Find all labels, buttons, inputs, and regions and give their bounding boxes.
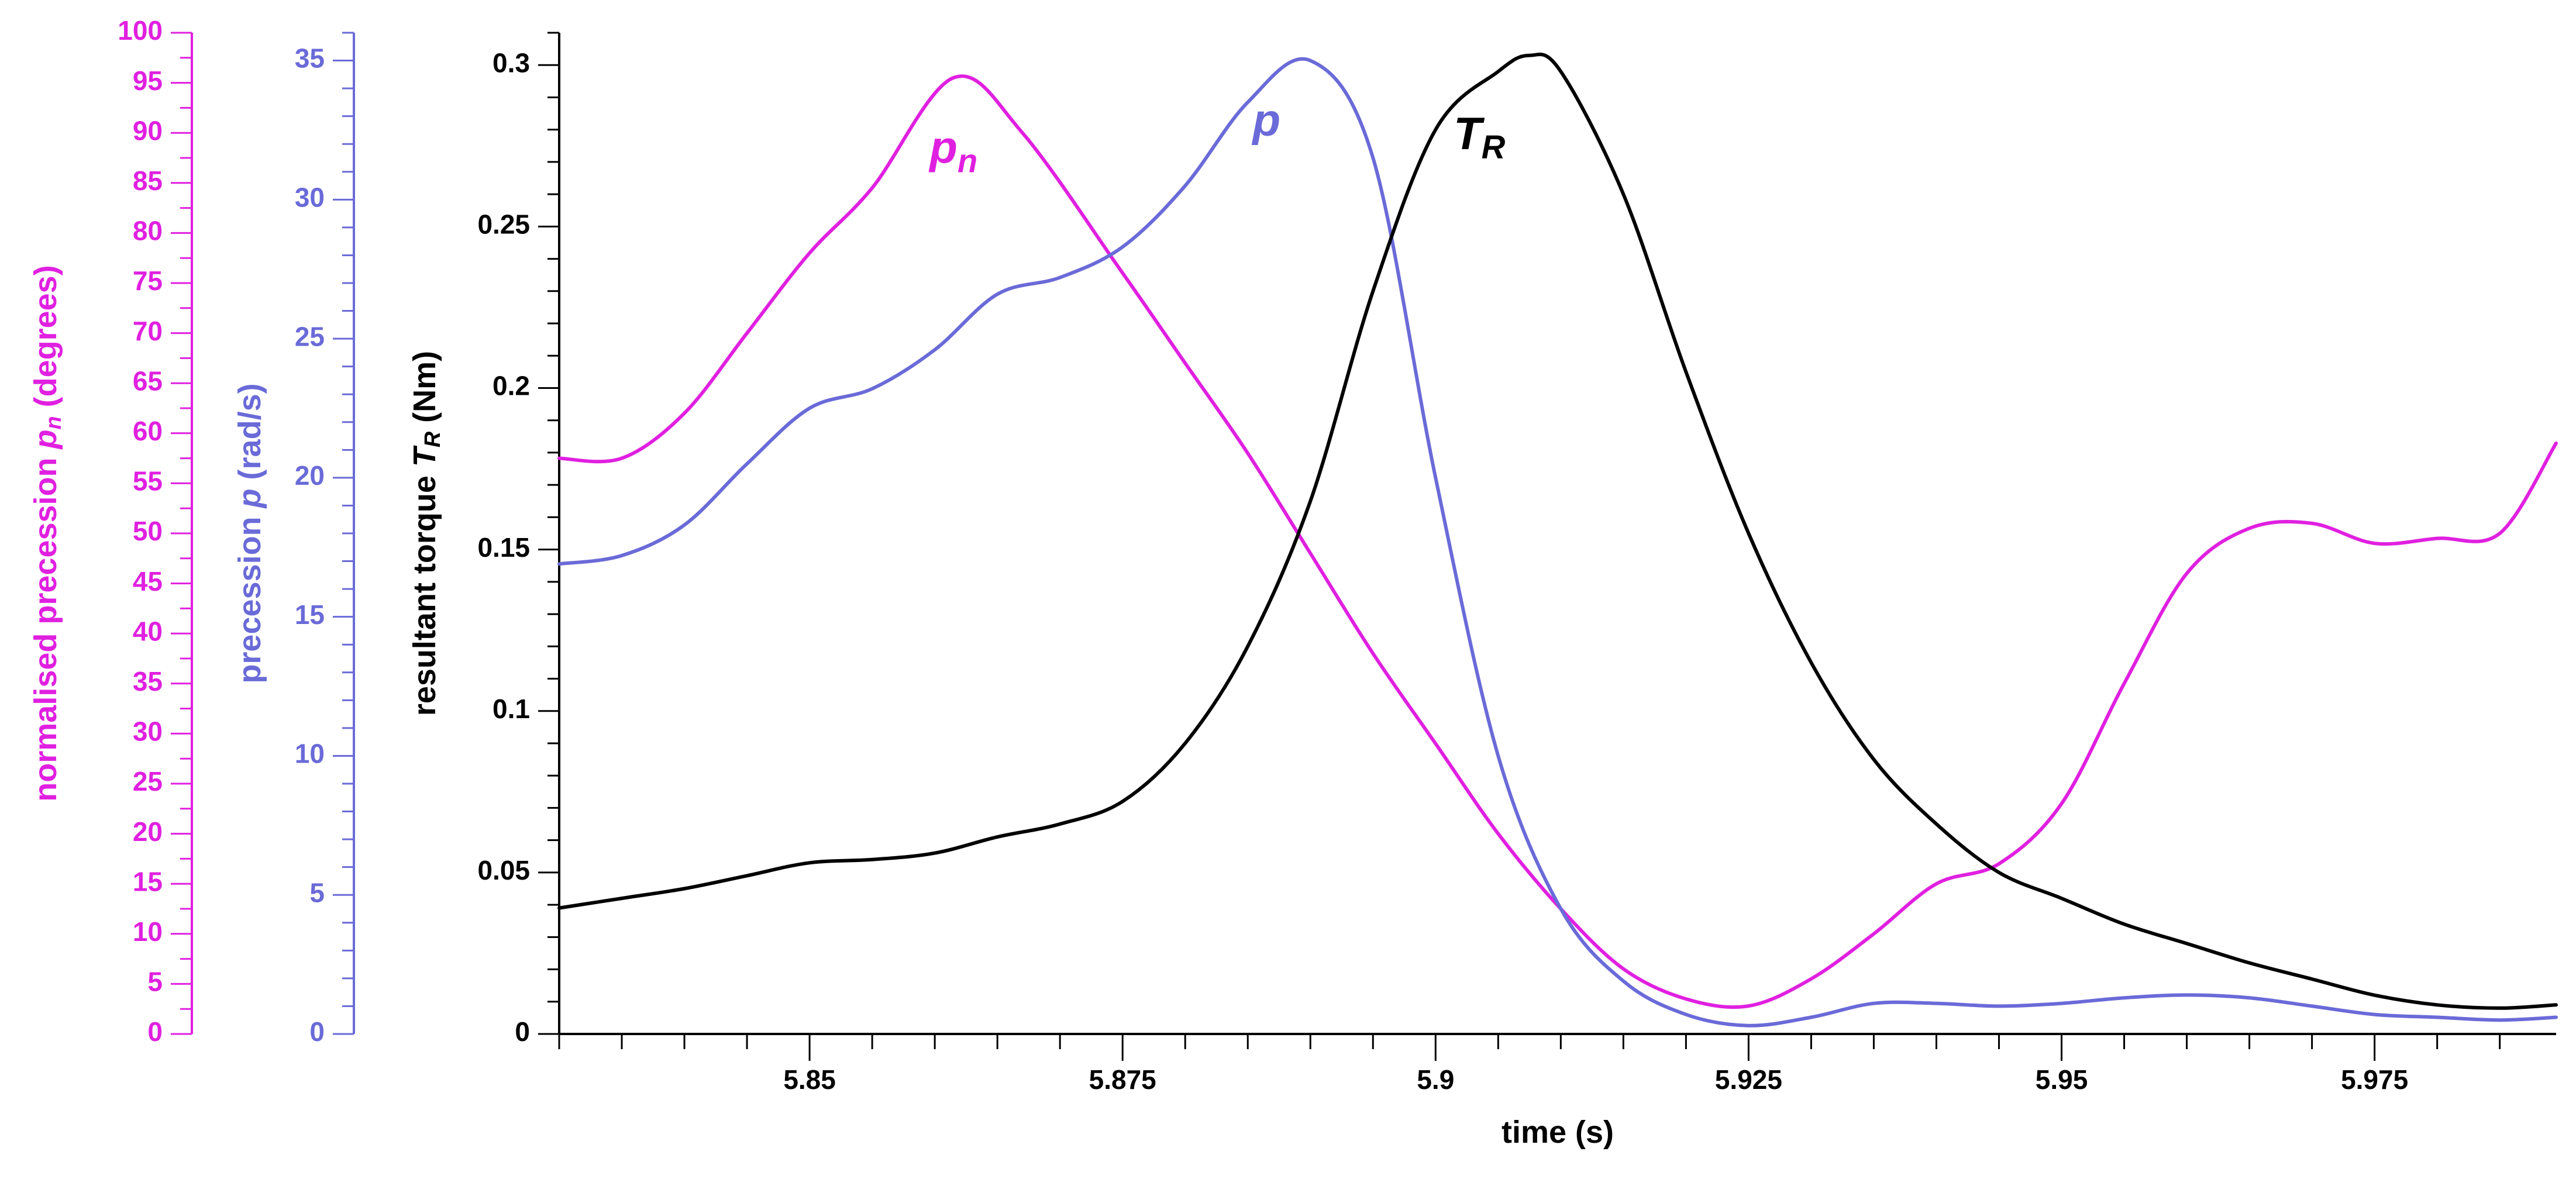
tr-tick-label: 0	[515, 1016, 530, 1047]
pn-tick-label: 90	[133, 115, 163, 146]
p-tick-label: 20	[295, 460, 325, 491]
pn-tick-label: 45	[133, 566, 163, 597]
x-tick-label: 5.925	[1715, 1064, 1782, 1095]
x-tick-label: 5.85	[783, 1064, 836, 1095]
pn-tick-label: 10	[133, 916, 163, 947]
pn-tick-label: 0	[147, 1016, 163, 1047]
p-tick-label: 0	[309, 1016, 325, 1047]
p-axis: 0 5 10 15 20 25 30 35 precession p (rad/s)	[232, 32, 355, 1047]
pn-tick-label: 20	[133, 816, 163, 847]
p-tick-label: 35	[295, 43, 325, 74]
pn-tick-label: 55	[133, 466, 163, 497]
pn-tick-label: 85	[133, 166, 163, 196]
pn-axis-title: normalised precession pn (degrees)	[28, 265, 66, 801]
p-tick-label: 25	[295, 321, 325, 351]
tr-tick-label: 0.15	[477, 532, 530, 563]
pn-tick-label: 65	[133, 366, 163, 396]
pn-tick-label: 50	[133, 516, 163, 546]
series-layer: pn p TR	[557, 53, 2558, 1028]
pn-tick-label: 80	[133, 216, 163, 246]
p-series-label: p	[1252, 94, 1281, 146]
pn-tick-label: 30	[133, 716, 163, 747]
x-tick-label: 5.875	[1089, 1064, 1156, 1095]
pn-tick-label: 25	[133, 766, 163, 797]
x-axis: 5.85 5.875 5.9 5.925 5.95 5.975 time (s)	[558, 1033, 2556, 1150]
pn-series-line	[557, 74, 2558, 1009]
pn-axis: 0 5 10 15 20 25 30 35 40 45 50 55 60 65 70 75 80 85 90 95 10…	[28, 15, 193, 1047]
pn-tick-label: 95	[133, 66, 163, 96]
x-axis-title: time (s)	[1501, 1115, 1614, 1150]
x-tick-label: 5.975	[2341, 1064, 2408, 1095]
p-tick-label: 10	[295, 739, 325, 769]
tr-tick-label: 0.05	[477, 855, 530, 885]
pn-tick-label: 100	[118, 15, 163, 46]
p-tick-label: 5	[309, 877, 325, 908]
pn-tick-label: 5	[147, 967, 163, 997]
pn-tick-label: 15	[133, 866, 163, 897]
tr-tick-label: 0.2	[493, 371, 530, 401]
tr-tick-label: 0.3	[493, 47, 530, 78]
tr-series-label: TR	[1454, 108, 1506, 166]
p-tick-label: 15	[295, 599, 325, 630]
tr-axis: 0 0.05 0.1 0.15 0.2 0.25 0.3 resultant torque T…	[407, 32, 560, 1047]
pn-tick-label: 70	[133, 316, 163, 346]
p-tick-label: 30	[295, 182, 325, 212]
pn-tick-label: 75	[133, 266, 163, 296]
p-axis-title: precession p (rad/s)	[232, 383, 267, 683]
x-tick-label: 5.95	[2036, 1064, 2088, 1095]
tr-tick-label: 0.25	[477, 209, 530, 240]
pn-tick-label: 40	[133, 616, 163, 646]
tr-tick-label: 0.1	[493, 694, 530, 724]
tr-series-line	[557, 53, 2558, 1010]
x-tick-label: 5.9	[1417, 1064, 1454, 1095]
pn-series-label: pn	[928, 122, 977, 180]
pn-tick-label: 60	[133, 416, 163, 446]
tr-axis-title: resultant torque TR (Nm)	[407, 351, 445, 716]
pn-tick-label: 35	[133, 666, 163, 697]
p-series-line	[557, 57, 2558, 1028]
